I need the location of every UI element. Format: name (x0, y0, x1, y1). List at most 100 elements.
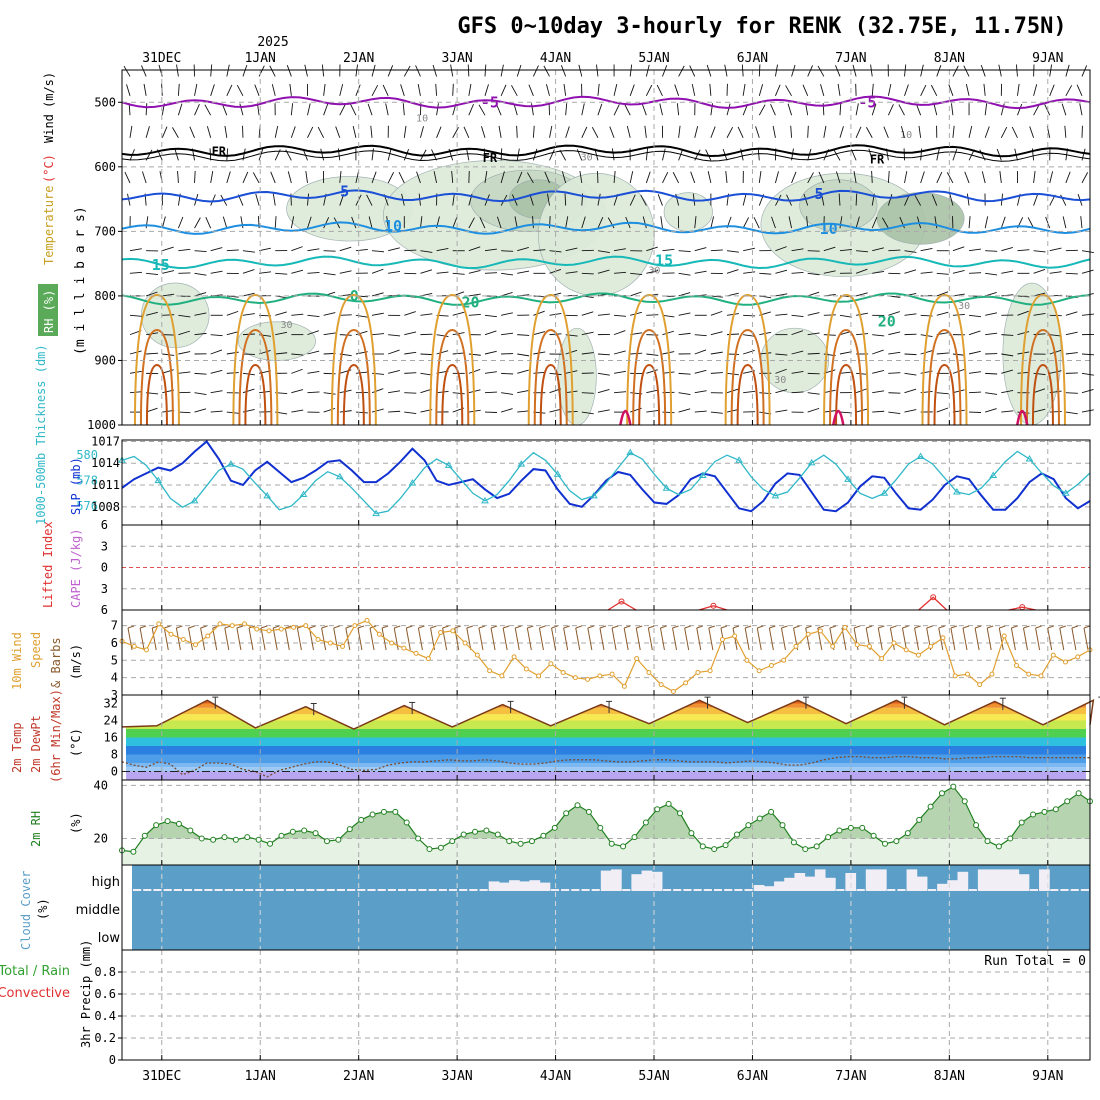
wind-barb (710, 310, 723, 316)
wind10m-barb (575, 627, 581, 651)
wind10m-barb (647, 627, 653, 651)
precip-tick-label: 0 (109, 1053, 116, 1067)
wind-barb (400, 84, 405, 96)
cloud-high-tick (724, 889, 733, 891)
wind10m-barb-flag (938, 625, 945, 629)
thickness-marker (590, 491, 598, 499)
isotherm-1 (121, 95, 1091, 110)
wind-barb (948, 84, 954, 96)
wind-barb (1001, 410, 1014, 413)
top-day-label: 7JAN (835, 51, 866, 66)
cloud-high-bar (1018, 874, 1030, 891)
wind-barb (678, 292, 691, 297)
wind-barb (178, 314, 191, 318)
wind-barb (678, 65, 685, 77)
wind-barb (129, 314, 142, 317)
wind-barb (496, 216, 502, 229)
dewpt-label: 2m DewPt (29, 715, 43, 773)
wind-barb (546, 193, 550, 206)
wind-speed-point (438, 630, 444, 636)
wind-barb (710, 331, 723, 336)
wind-barb (807, 312, 820, 316)
upper-air-ylabel: RH (%) Temperature (°C) Wind (m/s) (m i … (38, 72, 88, 355)
wind-barb (210, 334, 223, 337)
wind10m-barb-flag (950, 625, 958, 629)
hot-isotherm-loop (619, 409, 632, 426)
wind-barb (640, 194, 647, 206)
wind-speed-point (781, 657, 787, 663)
wind-barb (963, 65, 970, 77)
wind-barb (930, 84, 938, 97)
wind-barb (178, 351, 191, 355)
cloud-high-bar (539, 882, 551, 891)
wind-barb (785, 85, 792, 97)
wind-barb (549, 372, 562, 376)
rh-tick-label: 20 (94, 831, 108, 845)
wind-barb (371, 64, 376, 77)
cloud-high-tick (153, 889, 162, 891)
wind10m-barb-flag (236, 625, 244, 629)
wind-barb (398, 171, 405, 184)
cloud-high-bar (763, 886, 775, 891)
wind-barb (772, 125, 776, 138)
bottom-day-label: 9JAN (1032, 1069, 1063, 1084)
wind-barb (463, 126, 470, 138)
wind-barb (743, 390, 756, 394)
wind10m-barb-flag (1071, 625, 1079, 629)
wind-barb (1017, 310, 1029, 316)
wind-barb (302, 148, 308, 161)
isotherm-label: -5 (858, 93, 876, 111)
temp-band (126, 754, 1086, 763)
wind-barb (402, 103, 405, 116)
wind-barb (323, 272, 336, 276)
wind-barb (513, 103, 518, 116)
thickness-marker (880, 489, 889, 496)
rh-point (995, 843, 1002, 850)
cloud-high-tick (1060, 889, 1069, 891)
wind-barb (597, 216, 604, 229)
temp-tick-label: 0 (111, 765, 118, 779)
rh-point (392, 808, 399, 815)
rh-contour-label: 10 (416, 114, 428, 125)
wind10m-barb-flag (781, 625, 788, 629)
wind-barb (339, 84, 344, 96)
wind-barb (888, 249, 901, 252)
wind-barb (597, 409, 610, 413)
wind10m-barb (526, 627, 532, 651)
wind-barb (496, 103, 502, 116)
wind-barb (304, 64, 308, 77)
wind-barb (775, 389, 788, 394)
wind10m-barb (369, 627, 375, 651)
wind-barb (898, 104, 905, 116)
wind-barb (807, 291, 820, 297)
wind-barb (339, 194, 345, 206)
wind-barb (1045, 216, 1051, 229)
wind-barb (468, 353, 481, 356)
cloud-high-tick (194, 889, 203, 891)
wind-barb (936, 272, 949, 275)
wind10m-barb (260, 627, 266, 651)
wind-barb (999, 170, 1002, 184)
wind10m-barb-flag (442, 625, 449, 629)
wind-barb (914, 194, 922, 206)
rh-point (1064, 798, 1071, 805)
wind-barb (920, 171, 925, 184)
wind10m-barb-flag (599, 625, 607, 629)
wind-barb (403, 65, 411, 77)
cloud-high-tick (622, 889, 631, 891)
wind10m-barb-flag (757, 625, 764, 629)
temp-band (126, 763, 1086, 768)
cloud-high-tick (265, 889, 274, 891)
wind-speed-point (842, 624, 848, 630)
wind-barb (1049, 84, 1055, 96)
wind-barb (694, 390, 707, 394)
wind-barb (420, 250, 433, 253)
bottom-day-label: 6JAN (737, 1069, 768, 1084)
wind-barb (672, 172, 680, 184)
rh-point (130, 848, 137, 855)
cloud-cover-label: Cloud Cover (19, 871, 33, 950)
wind-tick-label: 3 (111, 688, 118, 702)
wind-speed-point (879, 656, 885, 662)
wind-barb (436, 350, 449, 355)
rh-point (540, 832, 547, 839)
